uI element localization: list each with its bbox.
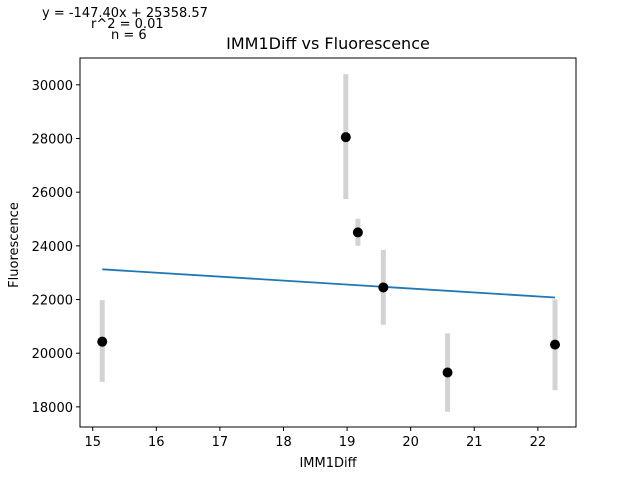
error-bars <box>99 74 558 412</box>
x-tick-label-21: 21 <box>466 435 483 450</box>
y-tick-label-22000: 22000 <box>32 294 73 309</box>
y-axis-label: Fluorescence <box>7 202 22 288</box>
y-tick-label-20000: 20000 <box>32 347 73 362</box>
data-point-5 <box>550 339 561 350</box>
x-tick-label-16: 16 <box>148 435 165 450</box>
x-tick-label-15: 15 <box>84 435 101 450</box>
data-point-4 <box>442 367 453 378</box>
y-tick-label-28000: 28000 <box>32 133 73 148</box>
y-axis-ticks: 18000 20000 22000 24000 26000 28000 30000 <box>32 79 80 416</box>
data-points <box>97 132 561 378</box>
data-point-0 <box>97 336 108 347</box>
data-point-2 <box>352 227 363 238</box>
chart-title: IMM1Diff vs Fluorescence <box>226 34 430 53</box>
x-tick-label-22: 22 <box>530 435 547 450</box>
x-tick-label-18: 18 <box>275 435 292 450</box>
data-point-1 <box>340 132 351 143</box>
plot-area-frame <box>79 57 577 428</box>
fit-line <box>102 268 556 299</box>
y-tick-label-30000: 30000 <box>32 79 73 94</box>
fit-annotations: y = -147.40x + 25358.57 r^2 = 0.01 n = 6 <box>42 6 208 43</box>
fit-equation-annotation: y = -147.40x + 25358.57 <box>42 6 208 21</box>
data-point-3 <box>378 282 389 293</box>
x-tick-label-19: 19 <box>339 435 356 450</box>
y-tick-label-24000: 24000 <box>32 240 73 255</box>
r-squared-annotation: r^2 = 0.01 <box>91 17 164 32</box>
x-tick-label-17: 17 <box>212 435 229 450</box>
x-axis-ticks: 15 16 17 18 19 20 21 22 <box>84 427 546 450</box>
x-tick-label-20: 20 <box>402 435 419 450</box>
fit-line-group <box>102 268 556 299</box>
y-tick-label-26000: 26000 <box>32 186 73 201</box>
sample-size-annotation: n = 6 <box>111 28 147 43</box>
x-axis-label: IMM1Diff <box>299 456 357 471</box>
y-tick-label-18000: 18000 <box>32 401 73 416</box>
